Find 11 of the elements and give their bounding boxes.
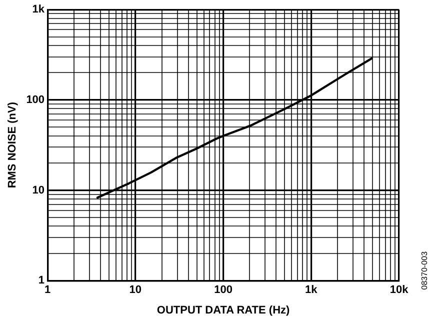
y-tick-label: 100 <box>26 94 45 106</box>
x-tick-label: 100 <box>214 284 232 296</box>
x-tick-label: 10k <box>390 284 410 296</box>
x-tick-label: 10 <box>129 284 142 296</box>
y-axis-title: RMS NOISE (nV) <box>6 102 19 188</box>
x-tick-label: 1k <box>305 284 318 296</box>
y-tick-label: 10 <box>32 184 45 196</box>
x-axis-title: OUTPUT DATA RATE (Hz) <box>156 304 290 316</box>
y-tick-label: 1 <box>38 274 45 287</box>
text: 08370-003 <box>420 250 430 290</box>
y-tick-label: 1k <box>32 4 46 16</box>
